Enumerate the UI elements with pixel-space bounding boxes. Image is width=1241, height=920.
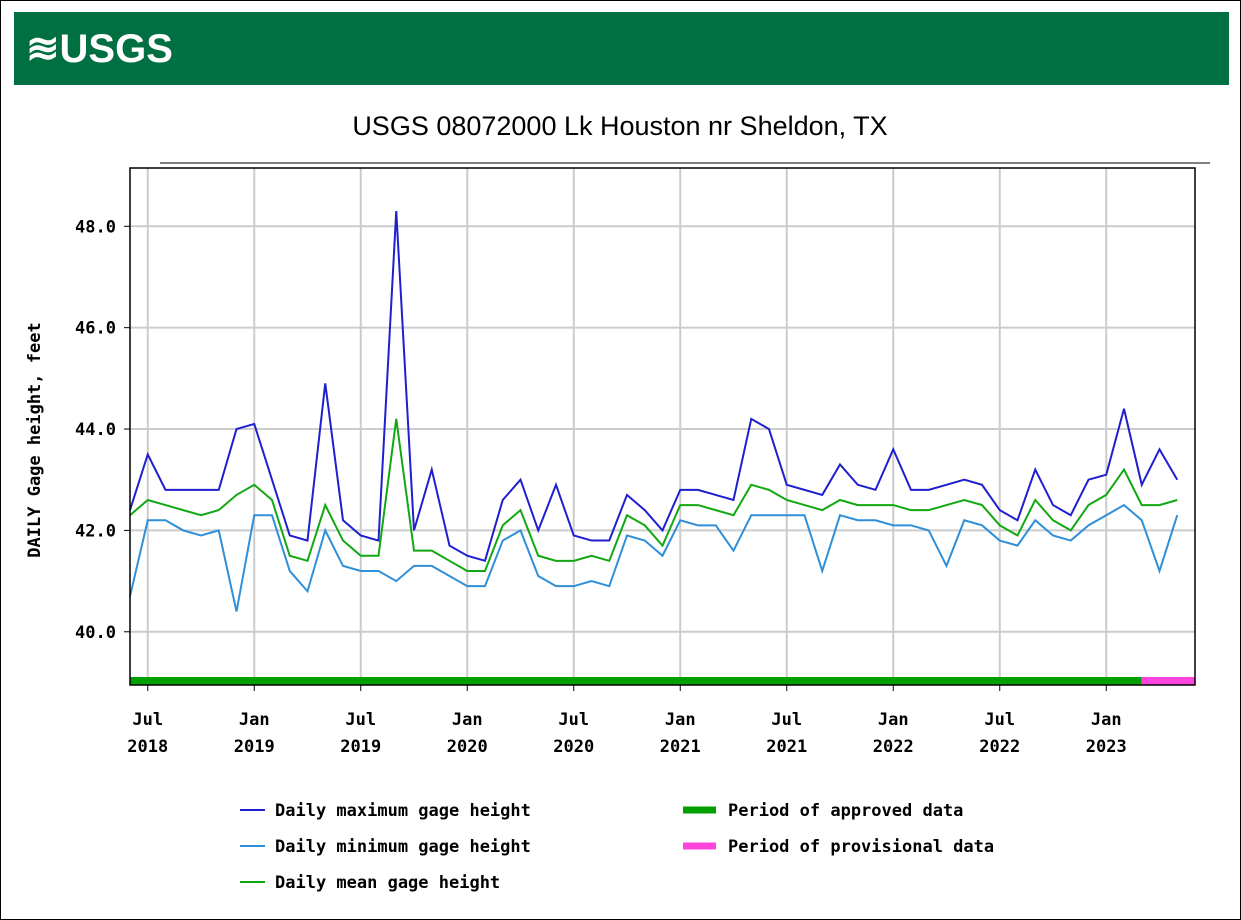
x-tick-label: Jan: [1091, 710, 1122, 730]
x-tick-label: Jul: [345, 710, 376, 730]
x-tick-label: Jul: [984, 710, 1015, 730]
y-axis-label: DAILY Gage height, feet: [25, 322, 45, 557]
series-line: [129, 418, 1178, 572]
plot-border: [129, 167, 1196, 686]
x-tick-label: 2019: [340, 737, 381, 757]
legend-label: Daily minimum gage height: [275, 837, 531, 857]
x-tick-label: 2021: [766, 737, 807, 757]
y-tick-label: 40.0: [75, 623, 116, 643]
x-tick-label: Jan: [878, 710, 909, 730]
x-tick-label: Jul: [132, 710, 163, 730]
x-tick-label: Jul: [771, 710, 802, 730]
x-tick-label: 2019: [234, 737, 275, 757]
header-bar: [14, 12, 1229, 85]
x-tick-label: Jan: [452, 710, 483, 730]
chart-title: USGS 08072000 Lk Houston nr Sheldon, TX: [352, 111, 887, 141]
y-tick-label: 46.0: [75, 319, 116, 339]
legend-label: Daily mean gage height: [275, 873, 500, 893]
y-tick-label: 44.0: [75, 420, 116, 440]
x-tick-label: 2018: [127, 737, 168, 757]
legend-label: Period of provisional data: [728, 837, 994, 857]
x-tick-label: Jan: [239, 710, 270, 730]
period-bar: [1141, 677, 1195, 685]
x-tick-label: Jan: [665, 710, 696, 730]
series-line: [129, 503, 1179, 612]
plot-area: [130, 168, 1195, 685]
x-tick-label: 2020: [553, 737, 594, 757]
x-tick-label: 2022: [873, 737, 914, 757]
period-bar: [130, 677, 1142, 685]
series-line: [129, 211, 1179, 563]
legend-label: Period of approved data: [728, 801, 963, 821]
x-tick-label: 2022: [979, 737, 1020, 757]
x-tick-label: 2020: [447, 737, 488, 757]
x-tick-label: 2021: [660, 737, 701, 757]
logo: ≋USGS: [26, 27, 173, 71]
legend-label: Daily maximum gage height: [275, 801, 531, 821]
x-tick-label: 2023: [1086, 737, 1127, 757]
x-tick-label: Jul: [558, 710, 589, 730]
y-tick-label: 42.0: [75, 521, 116, 541]
y-tick-label: 48.0: [75, 217, 116, 237]
